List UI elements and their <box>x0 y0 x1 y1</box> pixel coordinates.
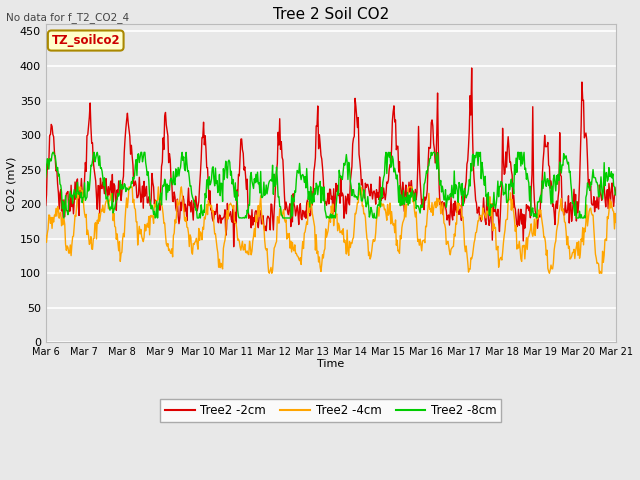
Text: TZ_soilco2: TZ_soilco2 <box>51 34 120 47</box>
Y-axis label: CO2 (mV): CO2 (mV) <box>7 156 17 211</box>
X-axis label: Time: Time <box>317 359 344 369</box>
Legend: Tree2 -2cm, Tree2 -4cm, Tree2 -8cm: Tree2 -2cm, Tree2 -4cm, Tree2 -8cm <box>160 399 502 421</box>
Title: Tree 2 Soil CO2: Tree 2 Soil CO2 <box>273 7 389 22</box>
Text: No data for f_T2_CO2_4: No data for f_T2_CO2_4 <box>6 12 129 23</box>
